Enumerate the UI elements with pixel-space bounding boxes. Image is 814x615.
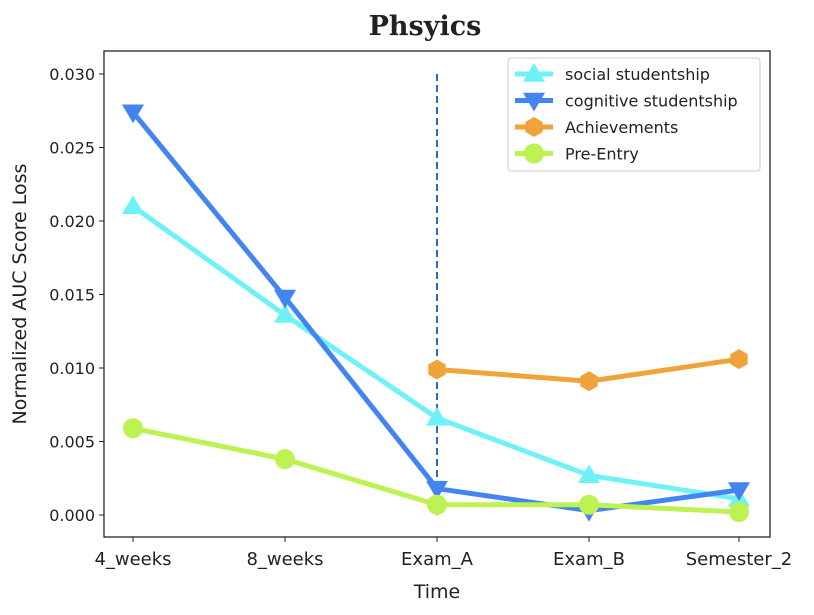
x-tick-label: Exam_A xyxy=(401,549,474,570)
legend-marker xyxy=(523,63,545,82)
data-point xyxy=(426,480,448,500)
y-tick-label: 0.025 xyxy=(49,139,95,158)
y-axis-label: Normalized AUC Score Loss xyxy=(9,164,31,425)
chart-title: Phsyics xyxy=(369,11,482,42)
y-tick-label: 0.000 xyxy=(49,506,95,525)
data-point xyxy=(728,482,750,502)
data-point xyxy=(274,304,296,323)
x-tick-label: 8_weeks xyxy=(246,549,323,570)
legend-label: cognitive studentship xyxy=(565,92,738,111)
legend-label: Pre-Entry xyxy=(565,145,639,164)
x-tick-label: 4_weeks xyxy=(94,549,171,570)
x-tick-label: Semester_2 xyxy=(686,549,792,570)
series-social-studentship xyxy=(122,195,750,507)
series-achievements xyxy=(428,349,748,392)
data-point xyxy=(579,494,599,515)
y-tick-label: 0.005 xyxy=(49,433,95,452)
data-point xyxy=(122,195,144,214)
data-point xyxy=(580,371,598,392)
legend-marker xyxy=(523,92,545,112)
series-pre-entry xyxy=(123,418,749,523)
legend-marker xyxy=(524,143,544,164)
y-tick-label: 0.030 xyxy=(49,65,95,84)
legend-marker xyxy=(525,117,543,137)
x-axis-label: Time xyxy=(413,581,461,603)
data-point xyxy=(578,464,600,484)
legend-label: social studentship xyxy=(565,65,710,84)
y-tick-label: 0.020 xyxy=(49,212,95,231)
data-point xyxy=(730,349,748,370)
data-point xyxy=(122,104,144,124)
x-tick-label: Exam_B xyxy=(553,549,625,570)
y-tick-label: 0.015 xyxy=(49,286,95,305)
data-point xyxy=(428,359,446,380)
data-point xyxy=(729,502,749,523)
data-point xyxy=(427,494,447,515)
y-tick-label: 0.010 xyxy=(49,359,95,378)
legend-box xyxy=(507,57,761,172)
data-point xyxy=(274,289,296,309)
data-point xyxy=(123,418,143,439)
data-point xyxy=(275,449,295,470)
legend-label: Achievements xyxy=(565,118,678,137)
data-point xyxy=(426,406,448,426)
